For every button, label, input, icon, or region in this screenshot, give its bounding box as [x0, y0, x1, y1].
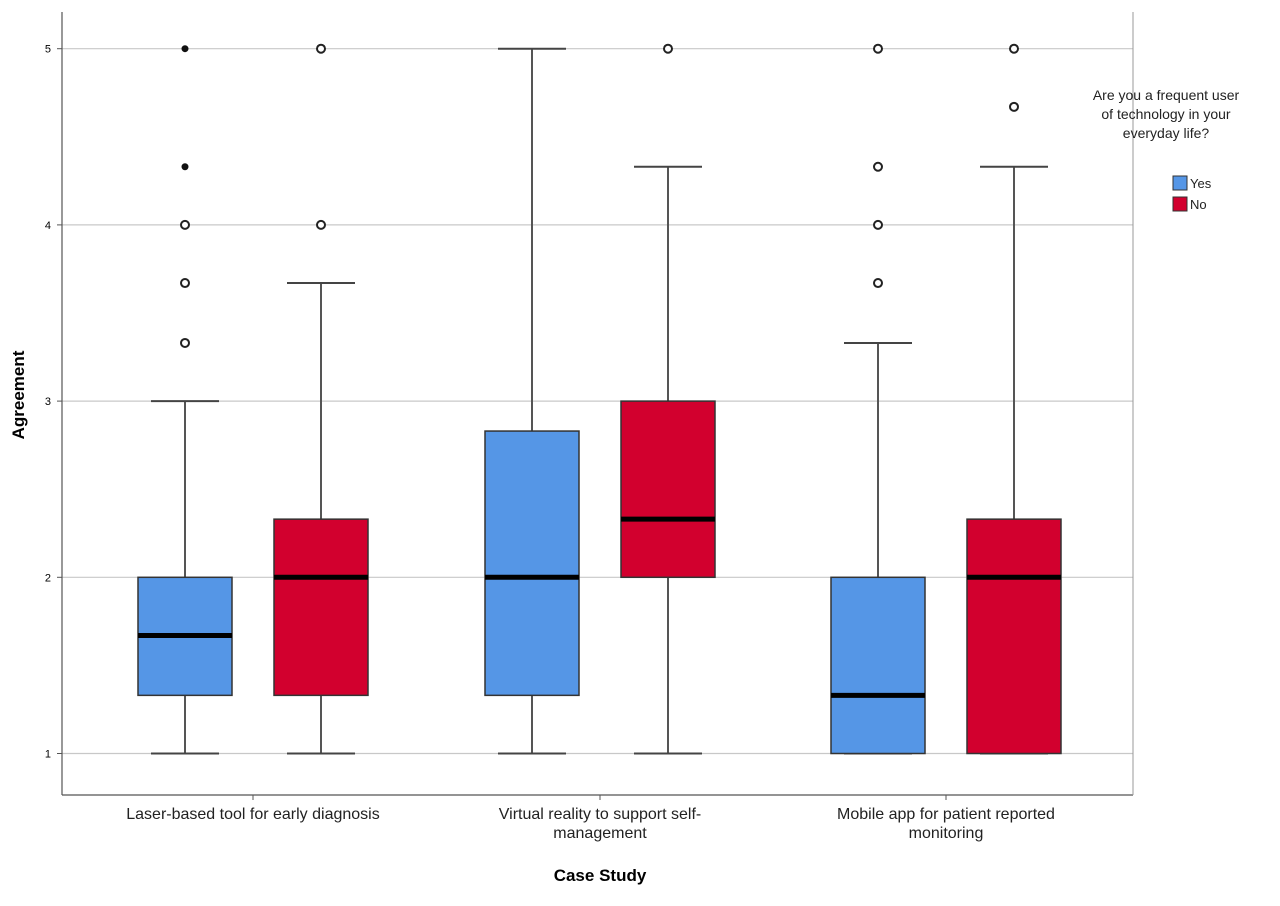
outlier-point-1	[873, 219, 883, 230]
box-no-2	[966, 43, 1062, 755]
extreme-point-1	[181, 45, 189, 53]
box-yes-2	[830, 43, 926, 755]
outlier-point-3	[873, 43, 883, 54]
box-no-1	[620, 43, 716, 755]
outlier-point-2	[873, 161, 883, 172]
legend-label-yes: Yes	[1190, 176, 1212, 191]
outlier-point-1	[1009, 43, 1019, 54]
box-iqr	[966, 518, 1062, 755]
box-iqr	[830, 576, 926, 755]
legend: Are you a frequent user of technology in …	[1093, 87, 1240, 212]
x-axis-title: Case Study	[554, 866, 647, 885]
outlier-point-0	[316, 219, 326, 230]
x-tick-label-1-1: management	[553, 825, 647, 842]
y-tick-label-2: 2	[45, 572, 51, 584]
outlier-point-1	[316, 43, 326, 54]
box-iqr	[620, 400, 716, 579]
legend-swatch-yes	[1172, 175, 1188, 191]
box-no-0	[273, 43, 369, 755]
box-iqr	[484, 430, 580, 697]
outlier-point-2	[180, 219, 190, 230]
x-tick-label-1-0: Virtual reality to support self-	[499, 806, 701, 823]
x-tick-label-2-0: Mobile app for patient reported	[837, 806, 1055, 823]
gridlines	[62, 48, 1133, 755]
y-tick-label-3: 3	[45, 396, 51, 408]
x-tick-label-2-1: monitoring	[909, 825, 984, 842]
legend-title-line-2: everyday life?	[1123, 125, 1210, 141]
outlier-point-0	[1009, 101, 1019, 112]
y-tick-label-5: 5	[45, 44, 51, 56]
plot-area	[137, 43, 1062, 755]
y-tick-label-4: 4	[45, 220, 51, 232]
outlier-point-0	[663, 43, 673, 54]
box-yes-0	[137, 45, 233, 755]
legend-title-line-1: of technology in your	[1101, 106, 1231, 122]
outlier-point-0	[873, 278, 883, 289]
box-yes-1	[484, 47, 580, 755]
y-tick-label-1: 1	[45, 749, 51, 761]
extreme-point-0	[181, 163, 189, 171]
legend-swatch-no	[1172, 196, 1188, 212]
axes: 1 2 3 4 5 Laser-based tool for early diagnosi…	[45, 12, 1134, 842]
outlier-point-1	[180, 278, 190, 289]
y-axis-title: Agreement	[9, 350, 28, 439]
x-tick-label-0-0: Laser-based tool for early diagnosis	[126, 806, 379, 823]
box-iqr	[273, 518, 369, 697]
legend-title-line-0: Are you a frequent user	[1093, 87, 1240, 103]
outlier-point-0	[180, 337, 190, 348]
legend-label-no: No	[1190, 197, 1207, 212]
